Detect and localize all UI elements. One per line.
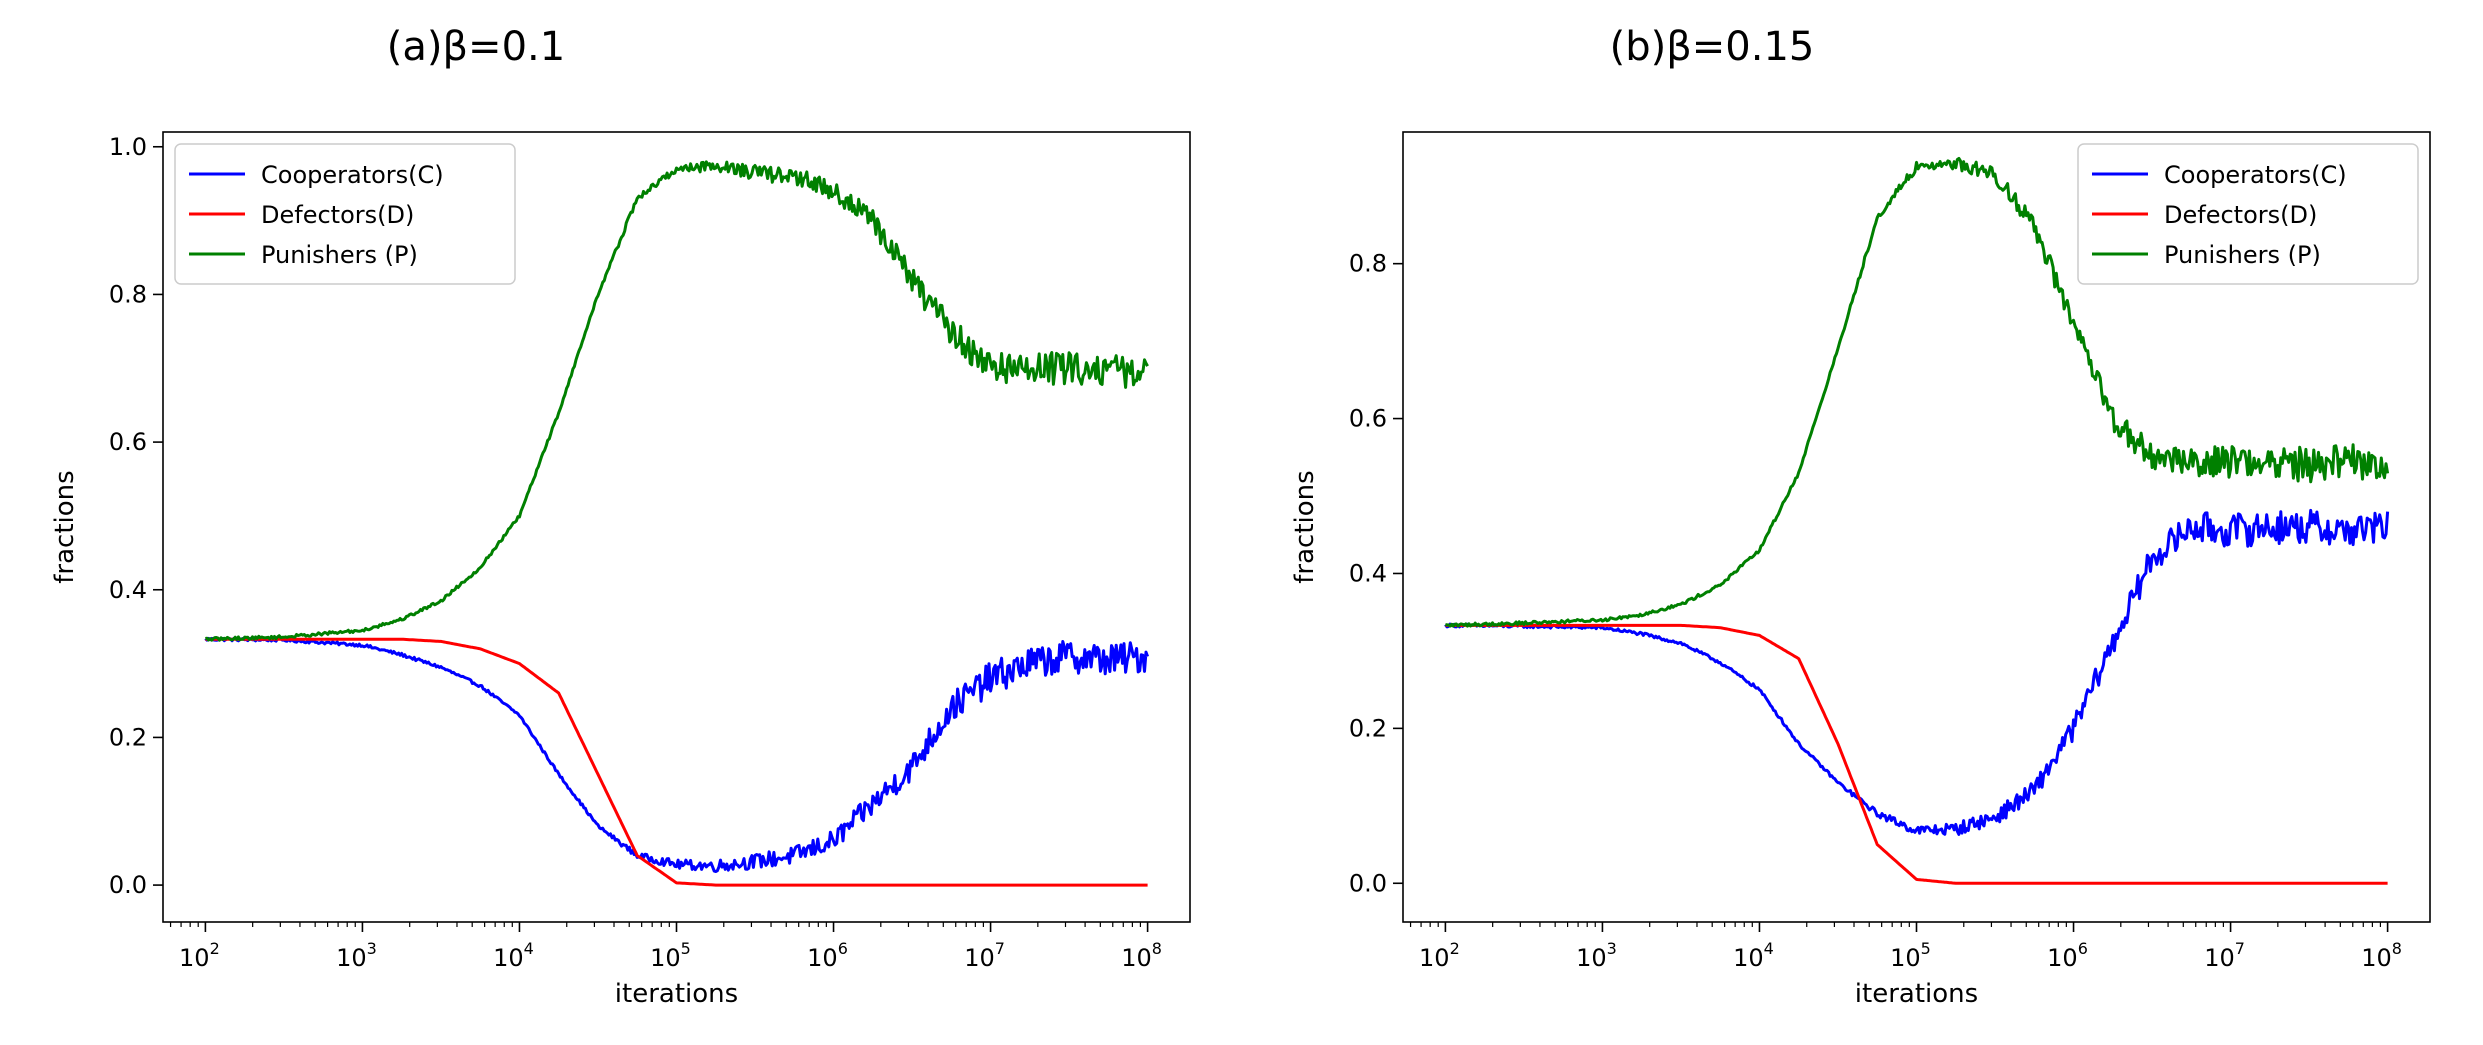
x-tick-label: 104 (493, 939, 534, 972)
legend-label: Defectors(D) (261, 201, 414, 229)
x-tick-label: 105 (650, 939, 691, 972)
y-tick-label: 0.2 (109, 723, 147, 751)
y-tick-label: 0.2 (1349, 714, 1387, 742)
y-tick-label: 0.0 (1349, 869, 1387, 897)
chart-title: (b)β=0.15 (1610, 24, 1815, 70)
chart-title: (a)β=0.1 (387, 24, 565, 70)
y-tick-label: 0.8 (109, 280, 147, 308)
y-tick-label: 0.8 (1349, 250, 1387, 278)
legend-label: Punishers (P) (2164, 241, 2321, 269)
series-line-cooperators-c (1444, 508, 2390, 836)
series-line-punishers-p (205, 160, 1149, 642)
series-line-punishers-p (1445, 156, 2390, 628)
x-tick-label: 107 (964, 939, 1005, 972)
legend-box (174, 143, 516, 285)
y-tick-label: 1.0 (109, 133, 147, 161)
y-tick-label: 0.6 (1349, 405, 1387, 433)
legend-label: Punishers (P) (261, 241, 418, 269)
x-axis-label: iterations (615, 979, 738, 1009)
x-tick-label: 105 (1890, 939, 1931, 972)
y-axis-label: fractions (1290, 470, 1320, 583)
series-group (1444, 156, 2390, 885)
series-group (204, 160, 1150, 887)
chart-panel-a: (a)β=0.1 102 103 104 105 106 107 108 0.0 0.2 0.4 0.… (50, 24, 1191, 1009)
y-tick-label: 0.4 (109, 576, 147, 604)
x-tick-label: 108 (1121, 939, 1162, 972)
x-tick-label: 104 (1733, 939, 1774, 972)
x-tick-label: 106 (807, 939, 848, 972)
x-axis-label: iterations (1855, 979, 1978, 1009)
x-tick-label: 103 (1576, 939, 1617, 972)
x-tick-label: 107 (2204, 939, 2245, 972)
legend-label: Cooperators(C) (261, 161, 444, 189)
x-tick-label: 102 (179, 939, 220, 972)
x-tick-label: 103 (336, 939, 377, 972)
x-tick-label: 106 (2047, 939, 2088, 972)
x-tick-label: 102 (1419, 939, 1460, 972)
y-tick-label: 0.6 (109, 428, 147, 456)
legend: Cooperators(C) Defectors(D) Punishers (P) (174, 143, 516, 285)
y-tick-label: 0.0 (109, 871, 147, 899)
series-line-defectors-d (1445, 623, 2388, 885)
y-axis-label: fractions (50, 470, 80, 583)
legend-label: Defectors(D) (2164, 201, 2317, 229)
x-tick-label: 108 (2361, 939, 2402, 972)
legend-label: Cooperators(C) (2164, 161, 2347, 189)
chart-panel-b: (b)β=0.15 102 103 104 105 106 107 108 0.0 0.2 0.4 0… (1290, 24, 2431, 1009)
series-line-defectors-d (205, 637, 1148, 887)
series-line-cooperators-c (204, 636, 1150, 873)
legend-box (2077, 143, 2419, 285)
legend: Cooperators(C) Defectors(D) Punishers (P) (2077, 143, 2419, 285)
y-tick-label: 0.4 (1349, 559, 1387, 587)
